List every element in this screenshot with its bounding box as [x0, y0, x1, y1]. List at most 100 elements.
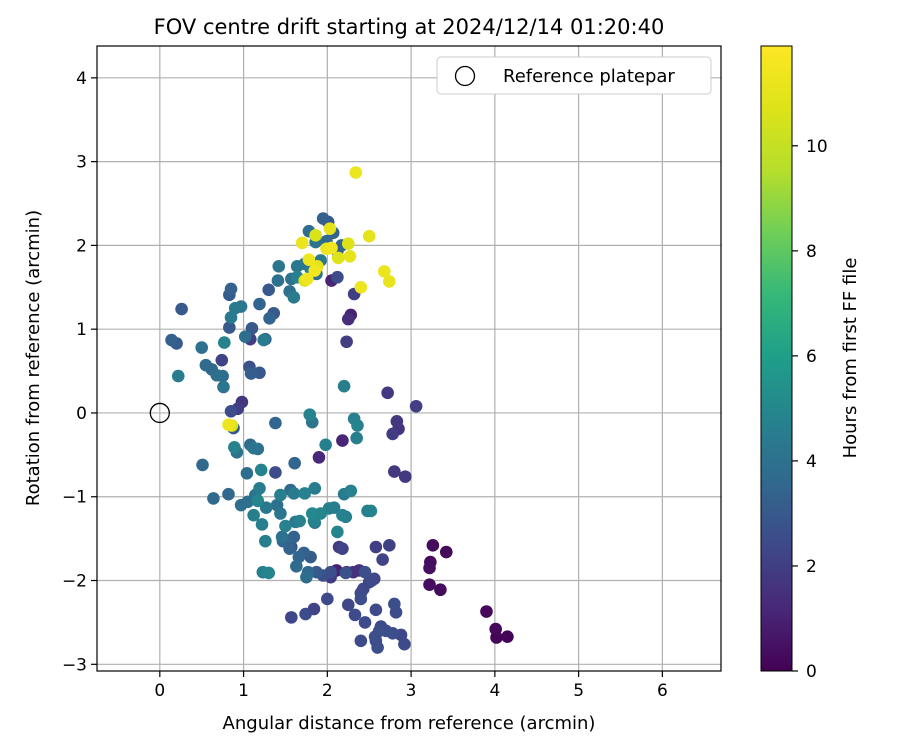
data-point — [369, 603, 383, 617]
data-point — [336, 508, 349, 522]
data-point — [285, 611, 298, 624]
x-tick-label: 4 — [489, 681, 500, 701]
data-point — [344, 484, 358, 498]
data-point — [218, 336, 231, 349]
y-axis-ticks: −3 −2 −1 0 1 2 3 4 — [62, 69, 97, 675]
data-point — [165, 333, 178, 347]
data-point — [325, 241, 338, 255]
legend-box — [436, 56, 712, 95]
data-point — [383, 275, 396, 288]
data-point — [175, 302, 188, 316]
plot-frame — [96, 45, 722, 672]
data-point — [247, 508, 260, 522]
reference-marker — [149, 402, 170, 424]
y-tick-label: 4 — [76, 69, 87, 89]
data-point — [365, 574, 379, 587]
data-point — [196, 458, 209, 472]
colorbar-tick-label: 6 — [806, 347, 817, 367]
data-point — [354, 280, 368, 294]
data-point — [234, 498, 248, 512]
colorbar-tick-label: 4 — [806, 452, 817, 472]
data-point — [287, 487, 301, 500]
data-point — [247, 441, 260, 455]
data-point — [279, 519, 292, 533]
data-point — [439, 545, 453, 559]
data-point — [309, 229, 322, 242]
data-point — [331, 525, 344, 539]
data-point — [269, 416, 282, 430]
data-point — [269, 466, 282, 479]
data-point — [274, 488, 287, 502]
data-point — [298, 487, 312, 500]
y-tick-label: 2 — [76, 236, 87, 256]
data-point — [308, 264, 322, 277]
data-point — [262, 283, 276, 297]
data-point — [381, 386, 394, 400]
data-point — [240, 466, 254, 480]
data-point — [368, 630, 382, 643]
data-point — [350, 431, 363, 445]
data-point — [386, 427, 399, 441]
data-point — [171, 369, 185, 383]
data-point — [398, 637, 411, 651]
data-point — [224, 404, 238, 418]
data-point — [262, 566, 276, 580]
x-axis-label: Angular distance from reference (arcmin) — [223, 713, 596, 734]
data-point — [305, 507, 319, 520]
legend-marker-icon — [454, 65, 476, 87]
data-point — [331, 251, 345, 265]
colorbar-ticks: 0 2 4 6 8 10 — [792, 137, 828, 682]
y-tick-label: 0 — [76, 404, 87, 424]
data-point — [358, 616, 372, 629]
data-point — [388, 465, 401, 478]
data-point — [299, 607, 312, 621]
data-point — [316, 212, 330, 225]
data-point — [386, 626, 399, 640]
data-point — [398, 470, 412, 483]
data-point — [319, 438, 332, 452]
reference-point — [149, 402, 170, 424]
data-point — [254, 463, 268, 477]
data-point — [222, 487, 235, 501]
x-tick-label: 3 — [406, 681, 417, 701]
data-point — [224, 282, 238, 296]
data-point — [341, 598, 355, 612]
data-point — [288, 456, 301, 470]
data-point — [302, 253, 316, 266]
data-point — [287, 291, 301, 304]
y-tick-label: −3 — [62, 655, 87, 675]
colorbar-tick-label: 2 — [806, 557, 817, 577]
data-point — [228, 301, 242, 315]
legend: Reference platepar — [436, 56, 712, 95]
data-point — [501, 630, 514, 643]
data-point — [207, 492, 220, 505]
data-point — [251, 494, 265, 508]
data-point — [272, 260, 286, 273]
colorbar-tick-label: 10 — [806, 137, 828, 157]
data-point — [303, 408, 317, 421]
data-point — [383, 539, 396, 552]
data-point — [321, 592, 334, 606]
data-point — [341, 237, 355, 251]
data-point — [259, 534, 272, 548]
data-point — [217, 380, 230, 394]
colorbar: 0 2 4 6 8 10 Hours from first FF file — [760, 45, 861, 682]
data-point — [434, 583, 447, 597]
data-point — [323, 222, 337, 235]
data-point — [349, 166, 363, 179]
data-point — [354, 592, 368, 606]
data-point — [275, 530, 289, 544]
data-point — [388, 597, 401, 611]
data-point — [195, 341, 208, 354]
x-tick-label: 1 — [238, 681, 249, 701]
data-point — [259, 501, 273, 514]
x-tick-label: 2 — [322, 681, 333, 701]
data-point — [369, 540, 383, 554]
data-point — [336, 542, 349, 555]
data-point — [423, 561, 436, 575]
data-point — [409, 399, 423, 413]
data-point — [377, 265, 391, 278]
data-point — [362, 229, 376, 243]
data-point — [238, 330, 252, 344]
